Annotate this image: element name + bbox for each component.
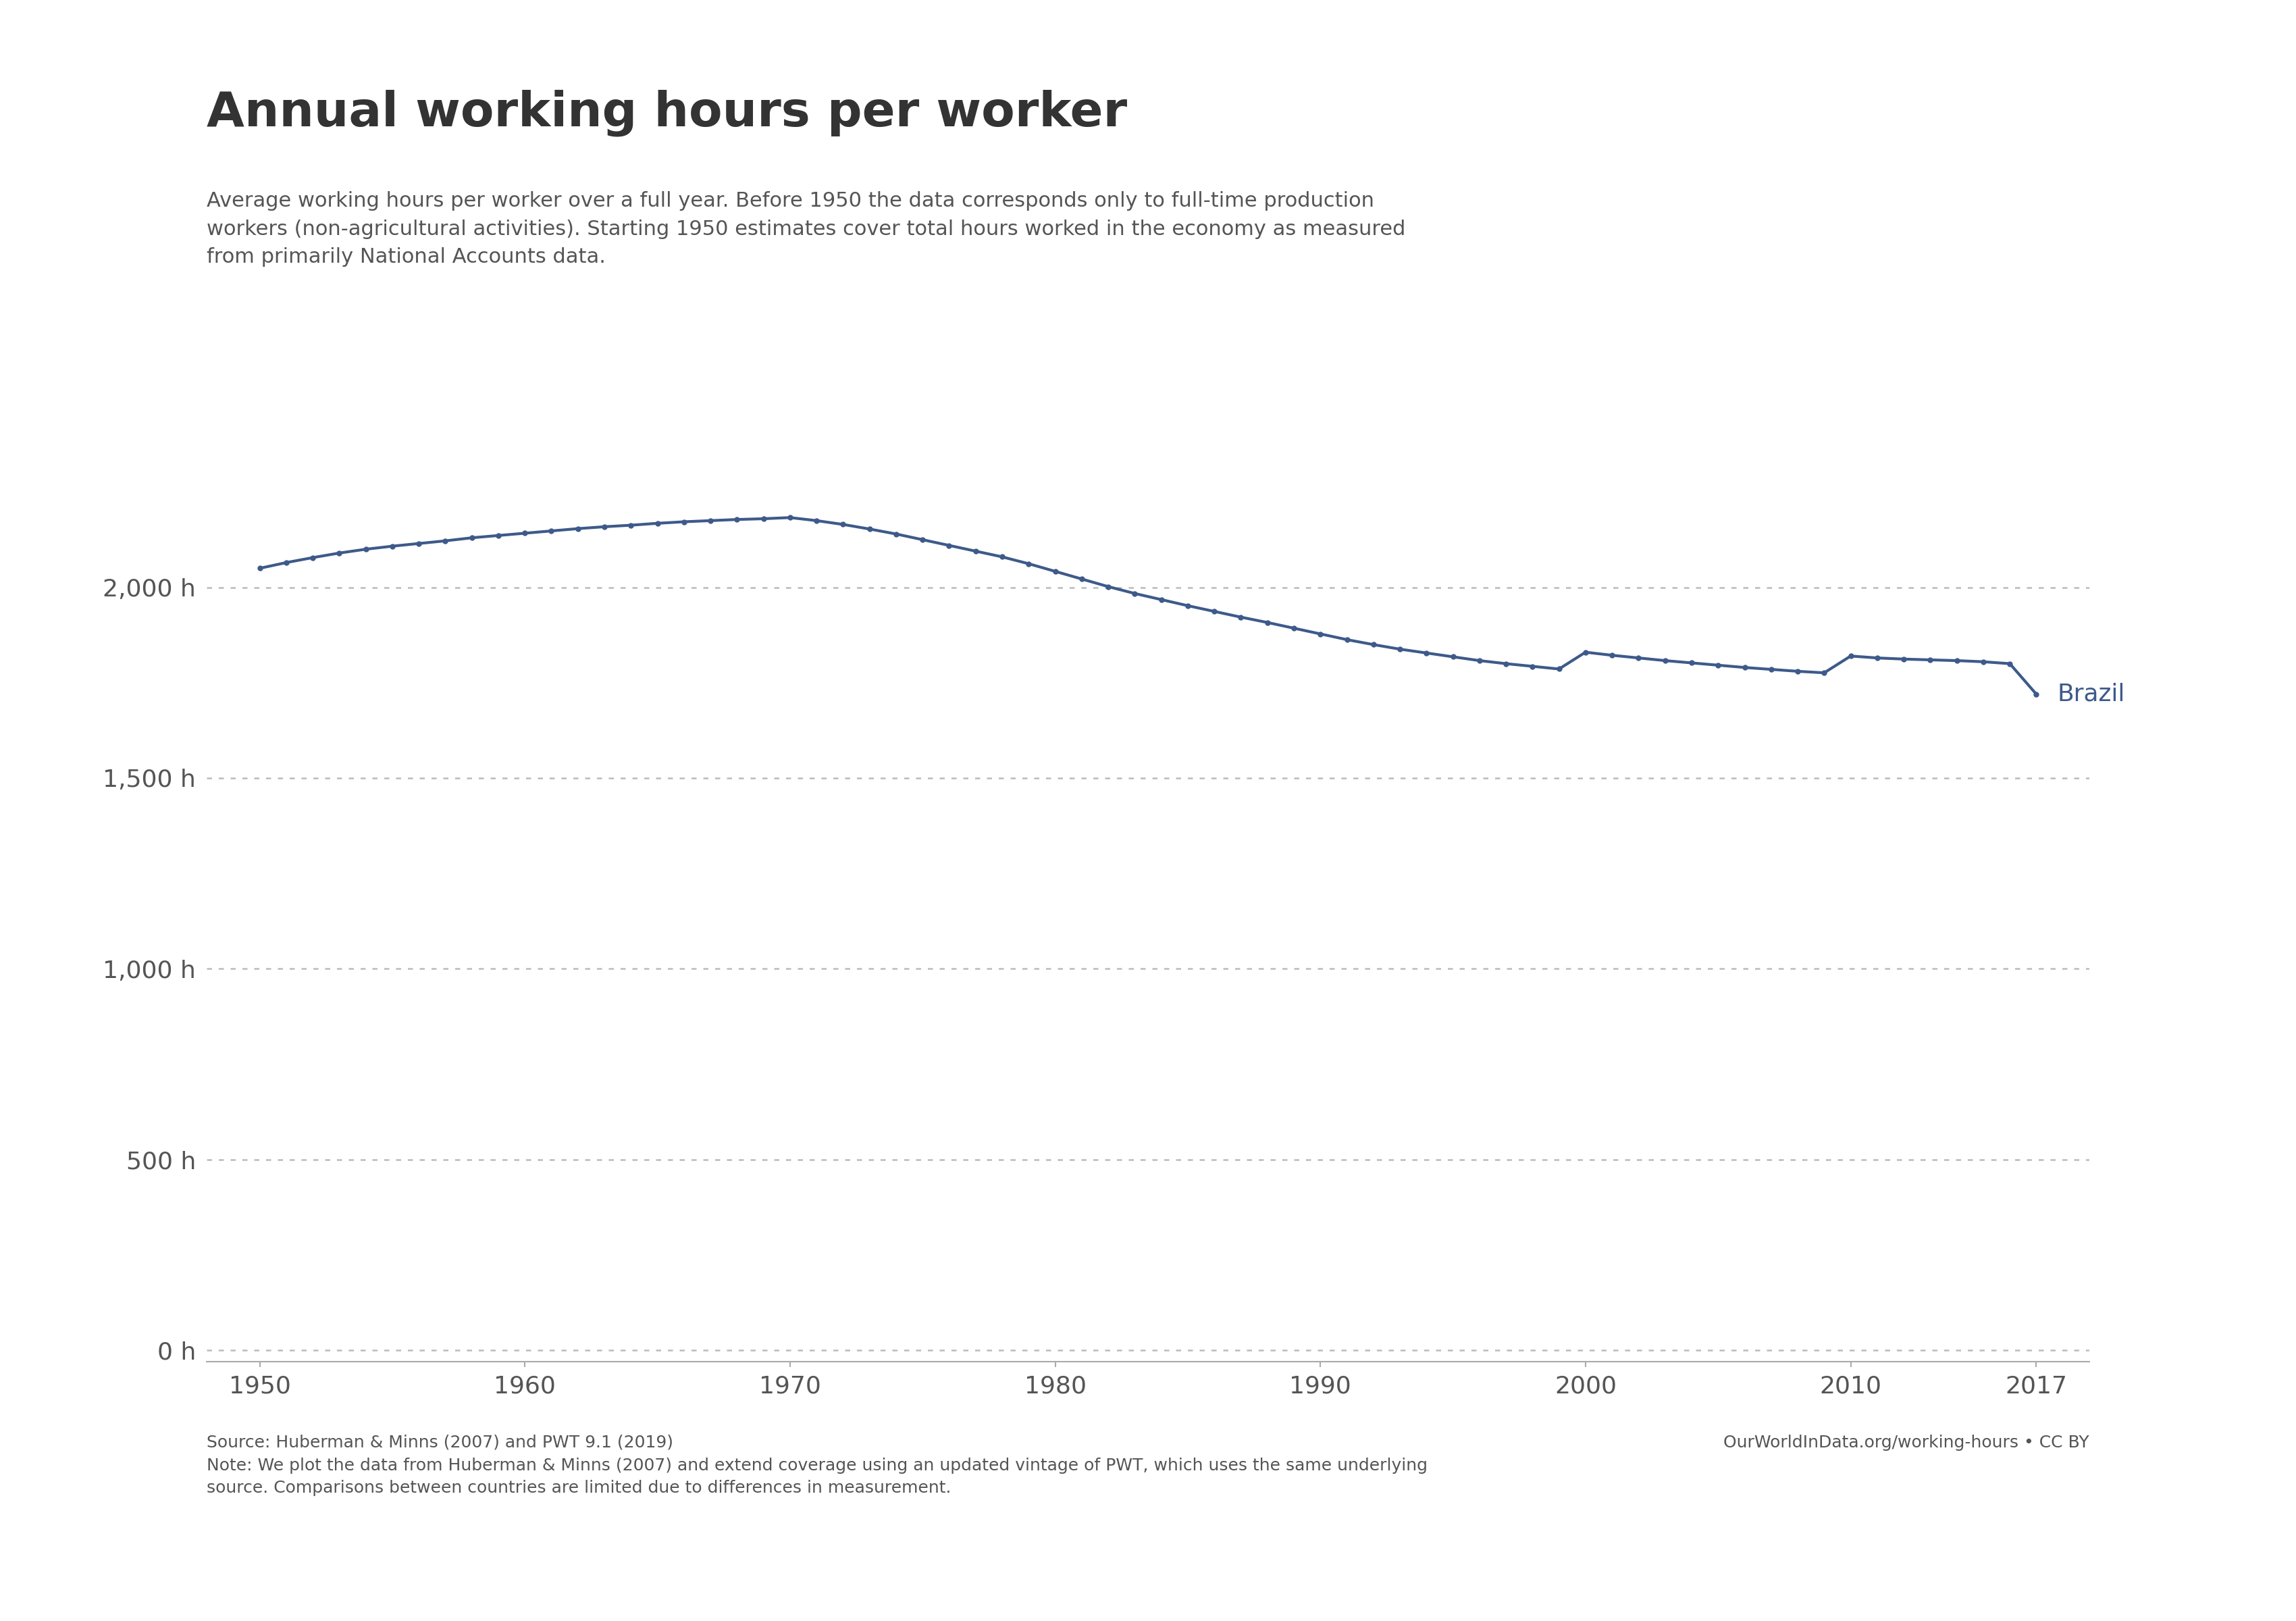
Text: in Data: in Data: [2096, 131, 2167, 149]
Text: Brazil: Brazil: [2057, 682, 2126, 705]
Text: Source: Huberman & Minns (2007) and PWT 9.1 (2019)
Note: We plot the data from H: Source: Huberman & Minns (2007) and PWT …: [207, 1435, 1428, 1496]
Text: Annual working hours per worker: Annual working hours per worker: [207, 89, 1127, 136]
Text: OurWorldInData.org/working-hours • CC BY: OurWorldInData.org/working-hours • CC BY: [1724, 1435, 2089, 1451]
Text: Our World: Our World: [2080, 81, 2183, 99]
Text: Average working hours per worker over a full year. Before 1950 the data correspo: Average working hours per worker over a …: [207, 191, 1405, 267]
